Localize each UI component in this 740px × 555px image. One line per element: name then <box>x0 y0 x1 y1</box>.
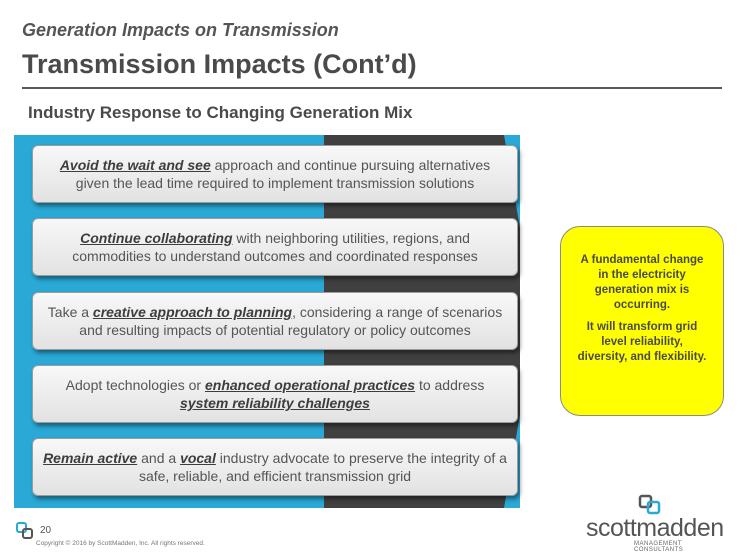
slide-title: Transmission Impacts (Cont’d) <box>22 49 417 79</box>
page-number: 20 <box>40 525 52 536</box>
response-card-2: Continue collaborating with neighboring … <box>32 218 518 276</box>
copyright-notice: Copyright © 2016 by ScottMadden, Inc. Al… <box>36 540 205 547</box>
card-5-text-end: industry advocate to preserve the integr… <box>138 450 507 484</box>
card-4-emphasis-tail: system reliability challenges <box>180 395 370 411</box>
card-5-emphasis: Remain active <box>43 450 138 466</box>
response-card-1: Avoid the wait and see approach and cont… <box>32 145 518 203</box>
card-2-text: with neighboring utilities, regions, and… <box>72 230 478 264</box>
card-1-emphasis: Avoid the wait and see <box>59 157 211 173</box>
response-card-3: Take a creative approach to planning, co… <box>32 292 518 350</box>
callout-line-2: It will transform grid level reliability… <box>577 321 707 363</box>
logo-wordmark: scottmadden <box>586 514 724 542</box>
card-3-emphasis: creative approach to planning <box>92 304 293 320</box>
card-4-emphasis: enhanced operational practices <box>204 377 416 393</box>
card-5-text-mid: and a <box>137 450 181 466</box>
footer-logo-mark-icon <box>16 522 33 539</box>
card-5-emphasis-vocal: vocal <box>180 450 216 466</box>
card-2-emphasis: Continue collaborating <box>80 230 233 246</box>
callout-line-1: A fundamental change in the electricity … <box>580 254 704 311</box>
key-takeaway-callout: A fundamental change in the electricity … <box>560 226 724 416</box>
section-heading: Industry Response to Changing Generation… <box>28 103 413 122</box>
card-4-text-mid: to address <box>415 377 485 393</box>
card-3-text-start: Take a <box>47 304 93 320</box>
scottmadden-logo: scottmadden MANAGEMENT CONSULTANTS <box>586 494 726 553</box>
card-3-text-end: , considering a range of scenarios and r… <box>79 304 503 338</box>
slide-subtitle: Generation Impacts on Transmission <box>22 20 339 40</box>
response-card-4: Adopt technologies or enhanced operation… <box>32 365 518 423</box>
logo-squares-icon <box>638 494 661 515</box>
response-panel: Avoid the wait and see approach and cont… <box>14 135 520 508</box>
title-divider <box>22 87 722 89</box>
response-card-5: Remain active and a vocal industry advoc… <box>32 438 518 496</box>
card-1-text: approach and continue pursuing alternati… <box>75 157 491 191</box>
card-4-text-start: Adopt technologies or <box>65 377 205 393</box>
logo-tagline: MANAGEMENT CONSULTANTS <box>634 541 684 553</box>
